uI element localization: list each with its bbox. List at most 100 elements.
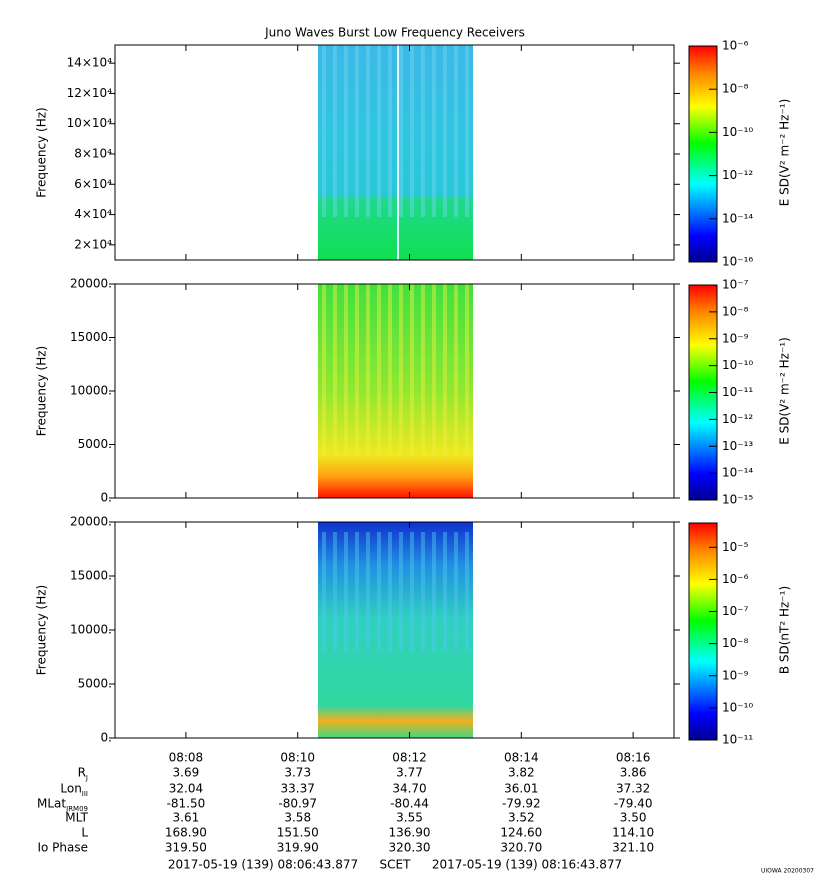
y-tick-label: 0. [101, 491, 112, 505]
ephemeris-value: 3.86 [620, 766, 647, 780]
spectrogram-streak [366, 532, 370, 651]
ephemeris-value: 37.32 [616, 782, 650, 796]
spectrogram-streak [333, 284, 337, 456]
spectrogram-image [318, 45, 473, 260]
ephemeris-value: -80.97 [278, 797, 317, 811]
ephemeris-value: 33.37 [281, 782, 315, 796]
colorbar [688, 45, 718, 263]
ephemeris-value: 3.52 [508, 811, 535, 825]
ephemeris-value: 319.50 [165, 841, 207, 855]
colorbar-tick-label: 10⁻⁸ [722, 636, 749, 650]
ephemeris-value: 3.82 [508, 766, 535, 780]
y-tick-label: 10000. [70, 623, 112, 637]
colorbar-tick-label: 10⁻¹⁴ [722, 466, 753, 480]
spectrogram-streak [355, 45, 359, 217]
ephemeris-value: -79.40 [614, 797, 653, 811]
spectrogram-streak [377, 532, 381, 651]
ephemeris-value: 36.01 [504, 782, 538, 796]
colorbar-label: B SD(nT² Hz⁻¹) [778, 586, 792, 674]
x-tick-label: 08:10 [280, 751, 315, 765]
spectrogram-streak [399, 45, 403, 217]
spectrogram-streak [421, 284, 425, 456]
y-tick-label: 5000. [78, 437, 112, 451]
colorbar-tick-label: 10⁻¹⁴ [722, 211, 753, 225]
colorbar-label: E SD(V² m⁻² Hz⁻¹) [778, 99, 792, 207]
colorbar-tick-label: 10⁻¹⁰ [722, 358, 753, 372]
ephemeris-value: 321.10 [612, 841, 654, 855]
colorbar-tick-label: 10⁻¹³ [722, 439, 753, 453]
spectrogram-streak [355, 532, 359, 651]
row-label: R [78, 766, 86, 780]
ephemeris-value: 3.50 [620, 811, 647, 825]
ephemeris-value: 34.70 [392, 782, 426, 796]
spectrogram-streak [421, 45, 425, 217]
spectrogram-streak [388, 284, 392, 456]
spectrogram-streak [443, 284, 447, 456]
colorbar-tick-label: 10⁻¹¹ [722, 385, 753, 399]
spectrogram-streak [432, 532, 436, 651]
row-label: MLat [37, 797, 66, 811]
spectrogram-streak [322, 284, 326, 456]
ephemeris-value: 124.60 [500, 826, 542, 840]
y-axis-label: Frequency (Hz) [35, 107, 49, 198]
y-tick-label: 10×10⁴ [67, 116, 113, 130]
ephemeris-value: 151.50 [277, 826, 319, 840]
colorbar-tick-label: 10⁻⁷ [722, 604, 749, 618]
footer-end: 2017-05-19 (139) 08:16:43.877 [432, 858, 622, 872]
ephemeris-value: 168.90 [165, 826, 207, 840]
ephemeris-value: 114.10 [612, 826, 654, 840]
spectrogram-streak [410, 284, 414, 456]
footer-stamp: UIOWA 20200307 [761, 868, 814, 875]
spectrogram-streak [454, 45, 458, 217]
spectrogram-streak [454, 532, 458, 651]
spectrogram-streak [410, 45, 414, 217]
spectrogram-streak [432, 284, 436, 456]
ephemeris-value: -81.50 [167, 797, 206, 811]
colorbar-tick-label: 10⁻⁸ [722, 304, 749, 318]
ephemeris-value: 3.73 [284, 766, 311, 780]
ephemeris-value: 320.70 [500, 841, 542, 855]
colorbar-tick-label: 10⁻⁷ [722, 278, 749, 292]
colorbar-tick-label: 10⁻⁸ [722, 82, 749, 96]
row-label: Io Phase [37, 841, 88, 855]
x-tick-label: 08:14 [504, 751, 539, 765]
row-label-sub: J [85, 774, 88, 782]
row-label-sub: JRM09 [65, 805, 88, 813]
footer-scet: SCET [380, 858, 412, 872]
colorbar-tick-label: 10⁻⁹ [722, 668, 749, 682]
row-label: MLT [65, 811, 88, 825]
y-axis-label: Frequency (Hz) [35, 346, 49, 437]
spectrogram-streak [322, 45, 326, 217]
colorbar-label: E SD(V² m⁻² Hz⁻¹) [778, 337, 792, 445]
spectrogram-streak [410, 532, 414, 651]
ephemeris-value: 3.61 [173, 811, 200, 825]
colorbar-tick-label: 10⁻⁶ [722, 39, 749, 53]
colorbar-tick-label: 10⁻¹¹ [722, 733, 753, 747]
ephemeris-value: 319.90 [277, 841, 319, 855]
ephemeris-value: -79.92 [502, 797, 541, 811]
spectrogram-streak [443, 45, 447, 217]
colorbar-tick-label: 10⁻¹² [722, 412, 753, 426]
y-tick-label: 12×10⁴ [67, 86, 113, 100]
spectrogram-streak [344, 284, 348, 456]
spectrogram-image [318, 522, 473, 738]
spectrogram-streak [366, 45, 370, 217]
y-tick-label: 20000. [70, 515, 112, 529]
y-tick-label: 20000. [70, 277, 112, 291]
spectrogram-streak [355, 284, 359, 456]
ephemeris-value: 3.55 [396, 811, 423, 825]
spectrogram-image [318, 284, 473, 498]
ephemeris-value: 3.77 [396, 766, 423, 780]
x-tick-label: 08:08 [169, 751, 204, 765]
spectrogram-streak [432, 45, 436, 217]
spectrogram-streak [333, 45, 337, 217]
y-tick-label: 15000. [70, 569, 112, 583]
y-tick-label: 2×10⁴ [74, 237, 112, 251]
plot-frame [114, 44, 675, 261]
colorbar-tick-label: 10⁻¹² [722, 168, 753, 182]
colorbar-tick-label: 10⁻⁵ [722, 540, 749, 554]
colorbar [688, 522, 718, 741]
row-label-sub: III [82, 790, 88, 798]
spectrogram-streak [465, 284, 469, 456]
spectrogram-streak [322, 532, 326, 651]
